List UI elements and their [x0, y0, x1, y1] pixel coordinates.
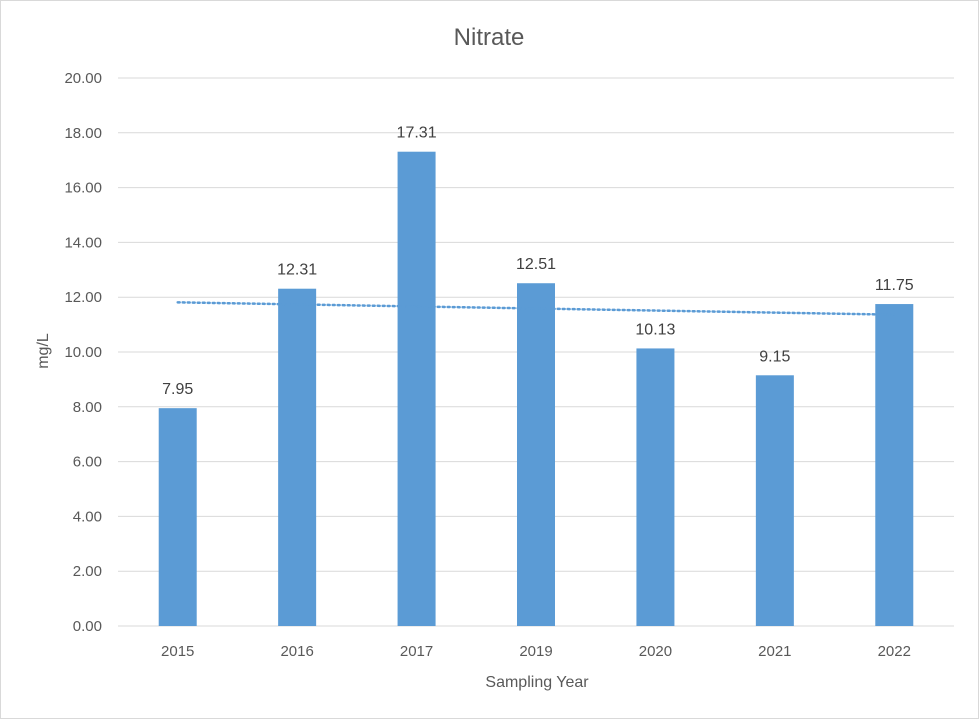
- x-tick-label: 2017: [400, 643, 433, 660]
- x-tick-label: 2022: [878, 643, 911, 660]
- x-tick-label: 2016: [280, 643, 313, 660]
- y-tick-label: 16.00: [64, 180, 102, 197]
- bar-2021: [755, 375, 794, 626]
- y-tick-label: 8.00: [73, 399, 102, 416]
- x-tick-label: 2021: [758, 643, 791, 660]
- y-tick-label: 2.00: [73, 563, 102, 580]
- bar-2017: [397, 151, 436, 626]
- data-label-2017: 17.31: [397, 125, 437, 142]
- x-tick-label: 2015: [161, 643, 194, 660]
- y-tick-label: 4.00: [73, 508, 102, 525]
- data-labels: 7.95 12.31 17.31 12.51 10.13 9.15 11.75: [162, 125, 914, 398]
- trendline: [176, 301, 896, 316]
- trendline-linear: [176, 301, 896, 316]
- y-tick-label: 20.00: [64, 70, 102, 87]
- gridlines: [118, 77, 954, 627]
- y-tick-label: 12.00: [64, 289, 102, 306]
- bar-2019: [517, 283, 555, 626]
- y-axis-ticks: 0.00 2.00 4.00 6.00 8.00 10.00 12.00 14.00 16.00…: [64, 70, 102, 635]
- data-label-2021: 9.15: [759, 348, 790, 365]
- y-axis-label: mg/L: [35, 333, 52, 369]
- data-label-2016: 12.31: [277, 262, 317, 279]
- y-tick-label: 18.00: [64, 125, 102, 142]
- chart-title: Nitrate: [454, 24, 525, 51]
- x-tick-label: 2020: [639, 643, 672, 660]
- data-label-2020: 10.13: [635, 321, 675, 338]
- y-tick-label: 0.00: [73, 618, 102, 635]
- y-tick-label: 6.00: [73, 454, 102, 471]
- bar-2015: [158, 408, 197, 626]
- data-label-2019: 12.51: [516, 256, 556, 273]
- x-tick-label: 2019: [519, 643, 552, 660]
- x-axis-label: Sampling Year: [485, 674, 589, 691]
- bar-2022: [875, 304, 914, 626]
- bar-2020: [636, 348, 675, 626]
- bars: [158, 151, 914, 626]
- data-label-2015: 7.95: [162, 381, 193, 398]
- bar-2016: [278, 288, 317, 626]
- x-axis-ticks: 2015 2016 2017 2019 2020 2021 2022: [161, 643, 911, 660]
- data-label-2022: 11.75: [875, 277, 914, 294]
- y-tick-label: 14.00: [64, 234, 102, 251]
- y-tick-label: 10.00: [64, 344, 102, 361]
